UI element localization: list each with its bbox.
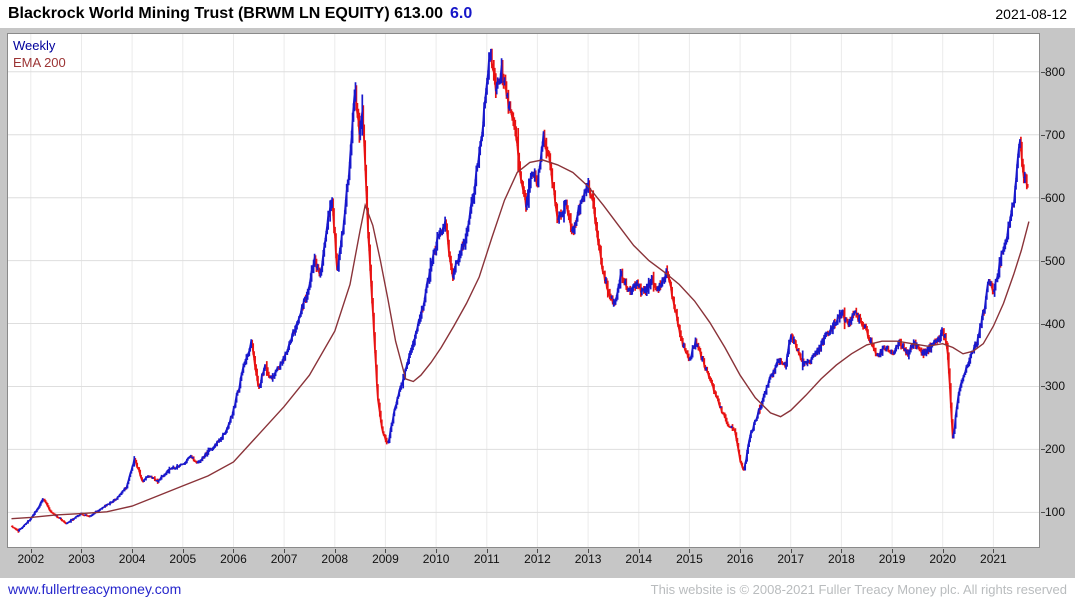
x-axis-tick	[689, 549, 691, 553]
vertical-gridlines	[30, 34, 994, 547]
site-link[interactable]: www.fullertreacymoney.com	[8, 581, 182, 597]
chart-title: Blackrock World Mining Trust (BRWM LN EQ…	[8, 5, 444, 22]
y-axis-tick	[1041, 512, 1045, 514]
y-axis-label: 700	[1045, 127, 1066, 142]
x-axis-label: 2015	[676, 552, 703, 566]
x-axis-label: 2019	[878, 552, 906, 566]
x-axis-label: 2020	[929, 552, 957, 566]
y-axis-label: 300	[1045, 379, 1066, 394]
chart-date: 2021-08-12	[995, 6, 1067, 22]
y-axis-tick	[1041, 386, 1045, 388]
legend-weekly: Weekly	[13, 38, 56, 53]
y-axis-label: 600	[1045, 190, 1066, 205]
x-axis-tick	[385, 549, 387, 553]
x-axis-tick	[284, 549, 286, 553]
chart-region: Weekly EMA 200 100 200 300 400 500 600 700 800 2…	[0, 28, 1075, 578]
x-axis-label: 2018	[828, 552, 855, 566]
x-axis-tick	[334, 549, 336, 553]
x-axis-tick	[790, 549, 792, 553]
price-series-up-weeks	[17, 48, 1026, 532]
x-axis-tick	[892, 549, 894, 553]
x-axis-tick	[81, 549, 83, 553]
y-axis-tick	[1041, 197, 1045, 199]
x-axis-tick	[841, 549, 843, 553]
x-axis-label: 2004	[118, 552, 146, 566]
y-axis-tick	[1041, 134, 1045, 136]
x-axis-label: 2021	[980, 552, 1007, 566]
copyright-text: This website is © 2008-2021 Fuller Treac…	[650, 581, 1067, 597]
price-change: 6.0	[450, 5, 473, 22]
x-axis-label: 2003	[68, 552, 95, 566]
x-axis-tick	[486, 549, 488, 553]
ema-200-line	[11, 159, 1030, 520]
y-axis-label: 100	[1045, 505, 1066, 520]
x-axis-tick	[942, 549, 944, 553]
x-axis-label: 2012	[524, 552, 551, 566]
x-axis-label: 2008	[321, 552, 349, 566]
x-axis-label: 2016	[726, 552, 754, 566]
x-axis-tick	[638, 549, 640, 553]
horizontal-gridlines	[8, 71, 1039, 513]
x-axis-label: 2007	[270, 552, 298, 566]
y-axis-label: 200	[1045, 442, 1066, 457]
y-axis-label: 500	[1045, 253, 1066, 268]
y-axis-tick	[1041, 449, 1045, 451]
x-axis-tick	[740, 549, 742, 553]
page-footer: www.fullertreacymoney.com This website i…	[0, 578, 1075, 600]
x-axis-tick	[132, 549, 134, 553]
x-axis-label: 2009	[372, 552, 399, 566]
x-axis-tick	[436, 549, 438, 553]
x-axis-label: 2013	[574, 552, 602, 566]
y-axis-label: 400	[1045, 316, 1066, 331]
y-axis-tick	[1041, 323, 1045, 325]
chart-title-row: Blackrock World Mining Trust (BRWM LN EQ…	[8, 5, 472, 23]
x-axis-label: 2011	[473, 552, 500, 566]
y-axis-label: 800	[1045, 64, 1066, 79]
x-axis-label: 2014	[625, 552, 653, 566]
title-bar: Blackrock World Mining Trust (BRWM LN EQ…	[0, 0, 1075, 28]
price-series-down-weeks	[10, 48, 1029, 533]
x-axis-tick	[182, 549, 184, 553]
x-axis-tick	[993, 549, 995, 553]
x-axis-tick	[537, 549, 539, 553]
x-axis-label: 2002	[17, 552, 45, 566]
y-axis-tick	[1041, 260, 1045, 262]
x-axis-tick	[588, 549, 590, 553]
x-axis-label: 2006	[220, 552, 247, 566]
y-axis-tick	[1041, 71, 1045, 73]
x-axis-label: 2017	[777, 552, 805, 566]
x-axis-label: 2010	[422, 552, 450, 566]
x-axis-tick	[30, 549, 32, 553]
price-chart	[8, 34, 1039, 547]
plot-area[interactable]: Weekly EMA 200	[7, 33, 1040, 548]
x-axis-label: 2005	[169, 552, 197, 566]
x-axis-tick	[233, 549, 235, 553]
legend-ema-200: EMA 200	[13, 55, 66, 70]
chart-legend: Weekly EMA 200	[13, 37, 66, 71]
